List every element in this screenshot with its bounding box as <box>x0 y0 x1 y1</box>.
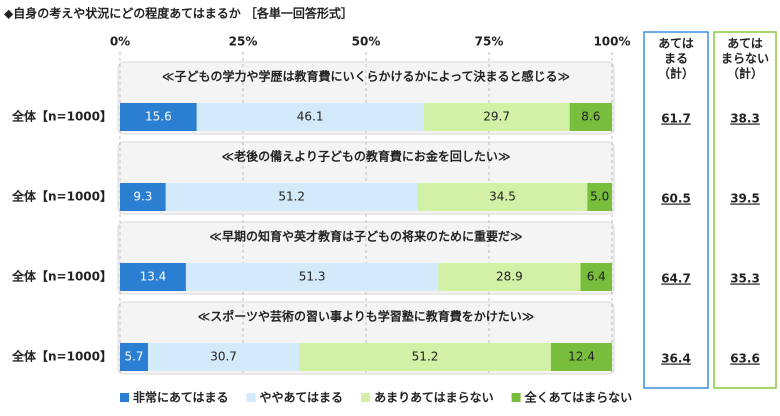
bar-segment <box>165 183 418 211</box>
bar-value-label: 5.0 <box>590 190 609 204</box>
x-tick-label: 25% <box>229 35 258 49</box>
summary-value: 63.6 <box>730 352 760 366</box>
summary-value: 61.7 <box>661 112 691 126</box>
legend-swatch <box>511 393 521 402</box>
summary-header: あては <box>727 37 763 51</box>
legend-label: 非常にあてはまる <box>133 390 229 405</box>
statement: ≪スポーツや芸術の習い事よりも学習塾に教育費をかけたい≫ <box>198 309 535 324</box>
bar-value-label: 51.2 <box>278 190 305 204</box>
x-tick-label: 75% <box>475 35 504 49</box>
bar-value-label: 9.3 <box>133 190 152 204</box>
bar-segment <box>550 343 612 371</box>
statement: ≪老後の備えより子どもの教育費にお金を回したい≫ <box>222 149 511 164</box>
bar-value-label: 15.6 <box>145 110 172 124</box>
legend-swatch <box>361 393 371 402</box>
legend-label: 全くあてはまらない <box>524 390 633 405</box>
bar-value-label: 51.2 <box>412 350 439 364</box>
summary-box <box>713 31 777 389</box>
category-label: 全体【n=1000】 <box>11 349 112 364</box>
bar-value-label: 29.7 <box>483 110 510 124</box>
bar-value-label: 46.1 <box>297 110 324 124</box>
bar-segment <box>299 343 551 371</box>
bar-segment <box>580 263 612 291</box>
bar-segment <box>120 343 149 371</box>
x-tick-label: 50% <box>352 35 381 49</box>
summary-header: あては <box>658 37 694 51</box>
summary-header: （計） <box>727 66 763 81</box>
summary-header: まらない <box>721 52 769 66</box>
summary-value: 64.7 <box>661 272 691 286</box>
summary-box <box>643 31 709 389</box>
bar-value-label: 51.3 <box>299 270 326 284</box>
statement: ≪早期の知育や英才教育は子どもの将来のために重要だ≫ <box>209 229 522 244</box>
bar-segment <box>587 183 612 211</box>
summary-value: 39.5 <box>730 192 760 206</box>
summary-value: 38.3 <box>730 112 760 126</box>
bar-value-label: 28.9 <box>496 270 523 284</box>
summary-value: 36.4 <box>661 352 691 366</box>
legend-swatch <box>246 393 256 402</box>
bar-value-label: 30.7 <box>210 350 237 364</box>
bar-segment <box>120 183 166 211</box>
summary-header: まる <box>664 52 688 66</box>
summary-header: （計） <box>658 66 694 81</box>
legend-swatch <box>120 393 129 402</box>
bar-segment <box>120 263 186 291</box>
bar-segment <box>196 103 424 131</box>
bar-value-label: 6.4 <box>587 270 606 284</box>
bar-segment <box>569 103 612 131</box>
category-label: 全体【n=1000】 <box>11 189 112 204</box>
category-label: 全体【n=1000】 <box>11 109 112 124</box>
bar-value-label: 8.6 <box>581 110 600 124</box>
legend-label: あまりあてはまらない <box>374 391 494 405</box>
bar-value-label: 5.7 <box>124 350 143 364</box>
bar-segment <box>120 103 197 131</box>
category-label: 全体【n=1000】 <box>11 269 112 284</box>
legend-label: ややあてはまる <box>260 391 344 405</box>
bar-value-label: 13.4 <box>140 270 167 284</box>
bar-segment <box>417 183 588 211</box>
x-tick-label: 100% <box>593 35 630 49</box>
bar-value-label: 12.4 <box>568 350 595 364</box>
bar-value-label: 34.5 <box>489 190 516 204</box>
bar-segment <box>423 103 570 131</box>
bar-segment <box>438 263 581 291</box>
bar-segment <box>185 263 439 291</box>
summary-value: 60.5 <box>661 192 691 206</box>
bar-segment <box>148 343 300 371</box>
summary-value: 35.3 <box>730 272 760 286</box>
x-tick-label: 0% <box>110 35 130 49</box>
chart-title: ◆自身の考えや状況にどの程度あてはまるか ［各単一回答形式］ <box>4 6 353 21</box>
statement: ≪子どもの学力や学歴は教育費にいくらかけるかによって決まると感じる≫ <box>162 69 570 84</box>
